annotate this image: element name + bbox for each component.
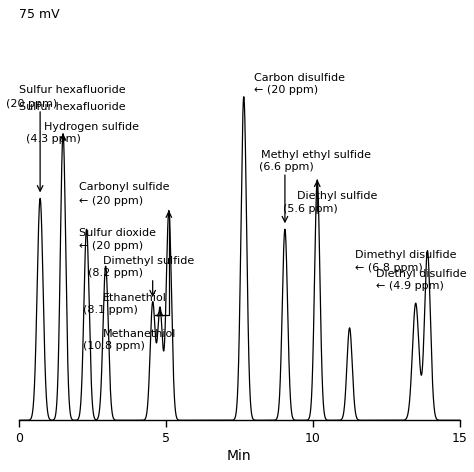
Text: Carbonyl sulfide: Carbonyl sulfide (79, 182, 170, 192)
Text: ← (20 ppm): ← (20 ppm) (79, 196, 143, 206)
Text: ← (4.9 ppm): ← (4.9 ppm) (376, 281, 444, 292)
Text: ← (20 ppm): ← (20 ppm) (79, 241, 143, 252)
Text: (8.2 ppm): (8.2 ppm) (89, 268, 144, 278)
Text: Dimethyl sulfide: Dimethyl sulfide (103, 256, 194, 266)
Text: Sulfur hexafluoride: Sulfur hexafluoride (19, 102, 126, 112)
Text: (6.6 ppm): (6.6 ppm) (259, 162, 314, 172)
Text: (4.3 ppm): (4.3 ppm) (26, 135, 81, 144)
Text: (10.8 ppm): (10.8 ppm) (83, 341, 145, 351)
Text: Sulfur hexafluoride: Sulfur hexafluoride (19, 85, 126, 95)
Text: Methyl ethyl sulfide: Methyl ethyl sulfide (262, 150, 372, 160)
Text: Dimethyl disulfide: Dimethyl disulfide (356, 250, 457, 260)
Text: Ethanethiol: Ethanethiol (103, 293, 166, 303)
Text: (5.6 ppm): (5.6 ppm) (283, 204, 337, 214)
Text: (20 ppm): (20 ppm) (6, 99, 57, 109)
Text: Diethyl disulfide: Diethyl disulfide (376, 269, 466, 278)
Text: (8.1 ppm): (8.1 ppm) (82, 305, 137, 315)
Text: Carbon disulfide: Carbon disulfide (254, 73, 345, 83)
Text: Methanethiol: Methanethiol (103, 329, 176, 338)
Text: Diethyl sulfide: Diethyl sulfide (297, 192, 377, 202)
Text: ← (20 ppm): ← (20 ppm) (254, 85, 318, 95)
Text: 75 mV: 75 mV (19, 8, 60, 21)
Text: Sulfur dioxide: Sulfur dioxide (79, 228, 156, 238)
Text: ← (6.8 ppm): ← (6.8 ppm) (356, 263, 423, 273)
Text: Hydrogen sulfide: Hydrogen sulfide (44, 122, 139, 132)
X-axis label: Min: Min (227, 449, 252, 463)
